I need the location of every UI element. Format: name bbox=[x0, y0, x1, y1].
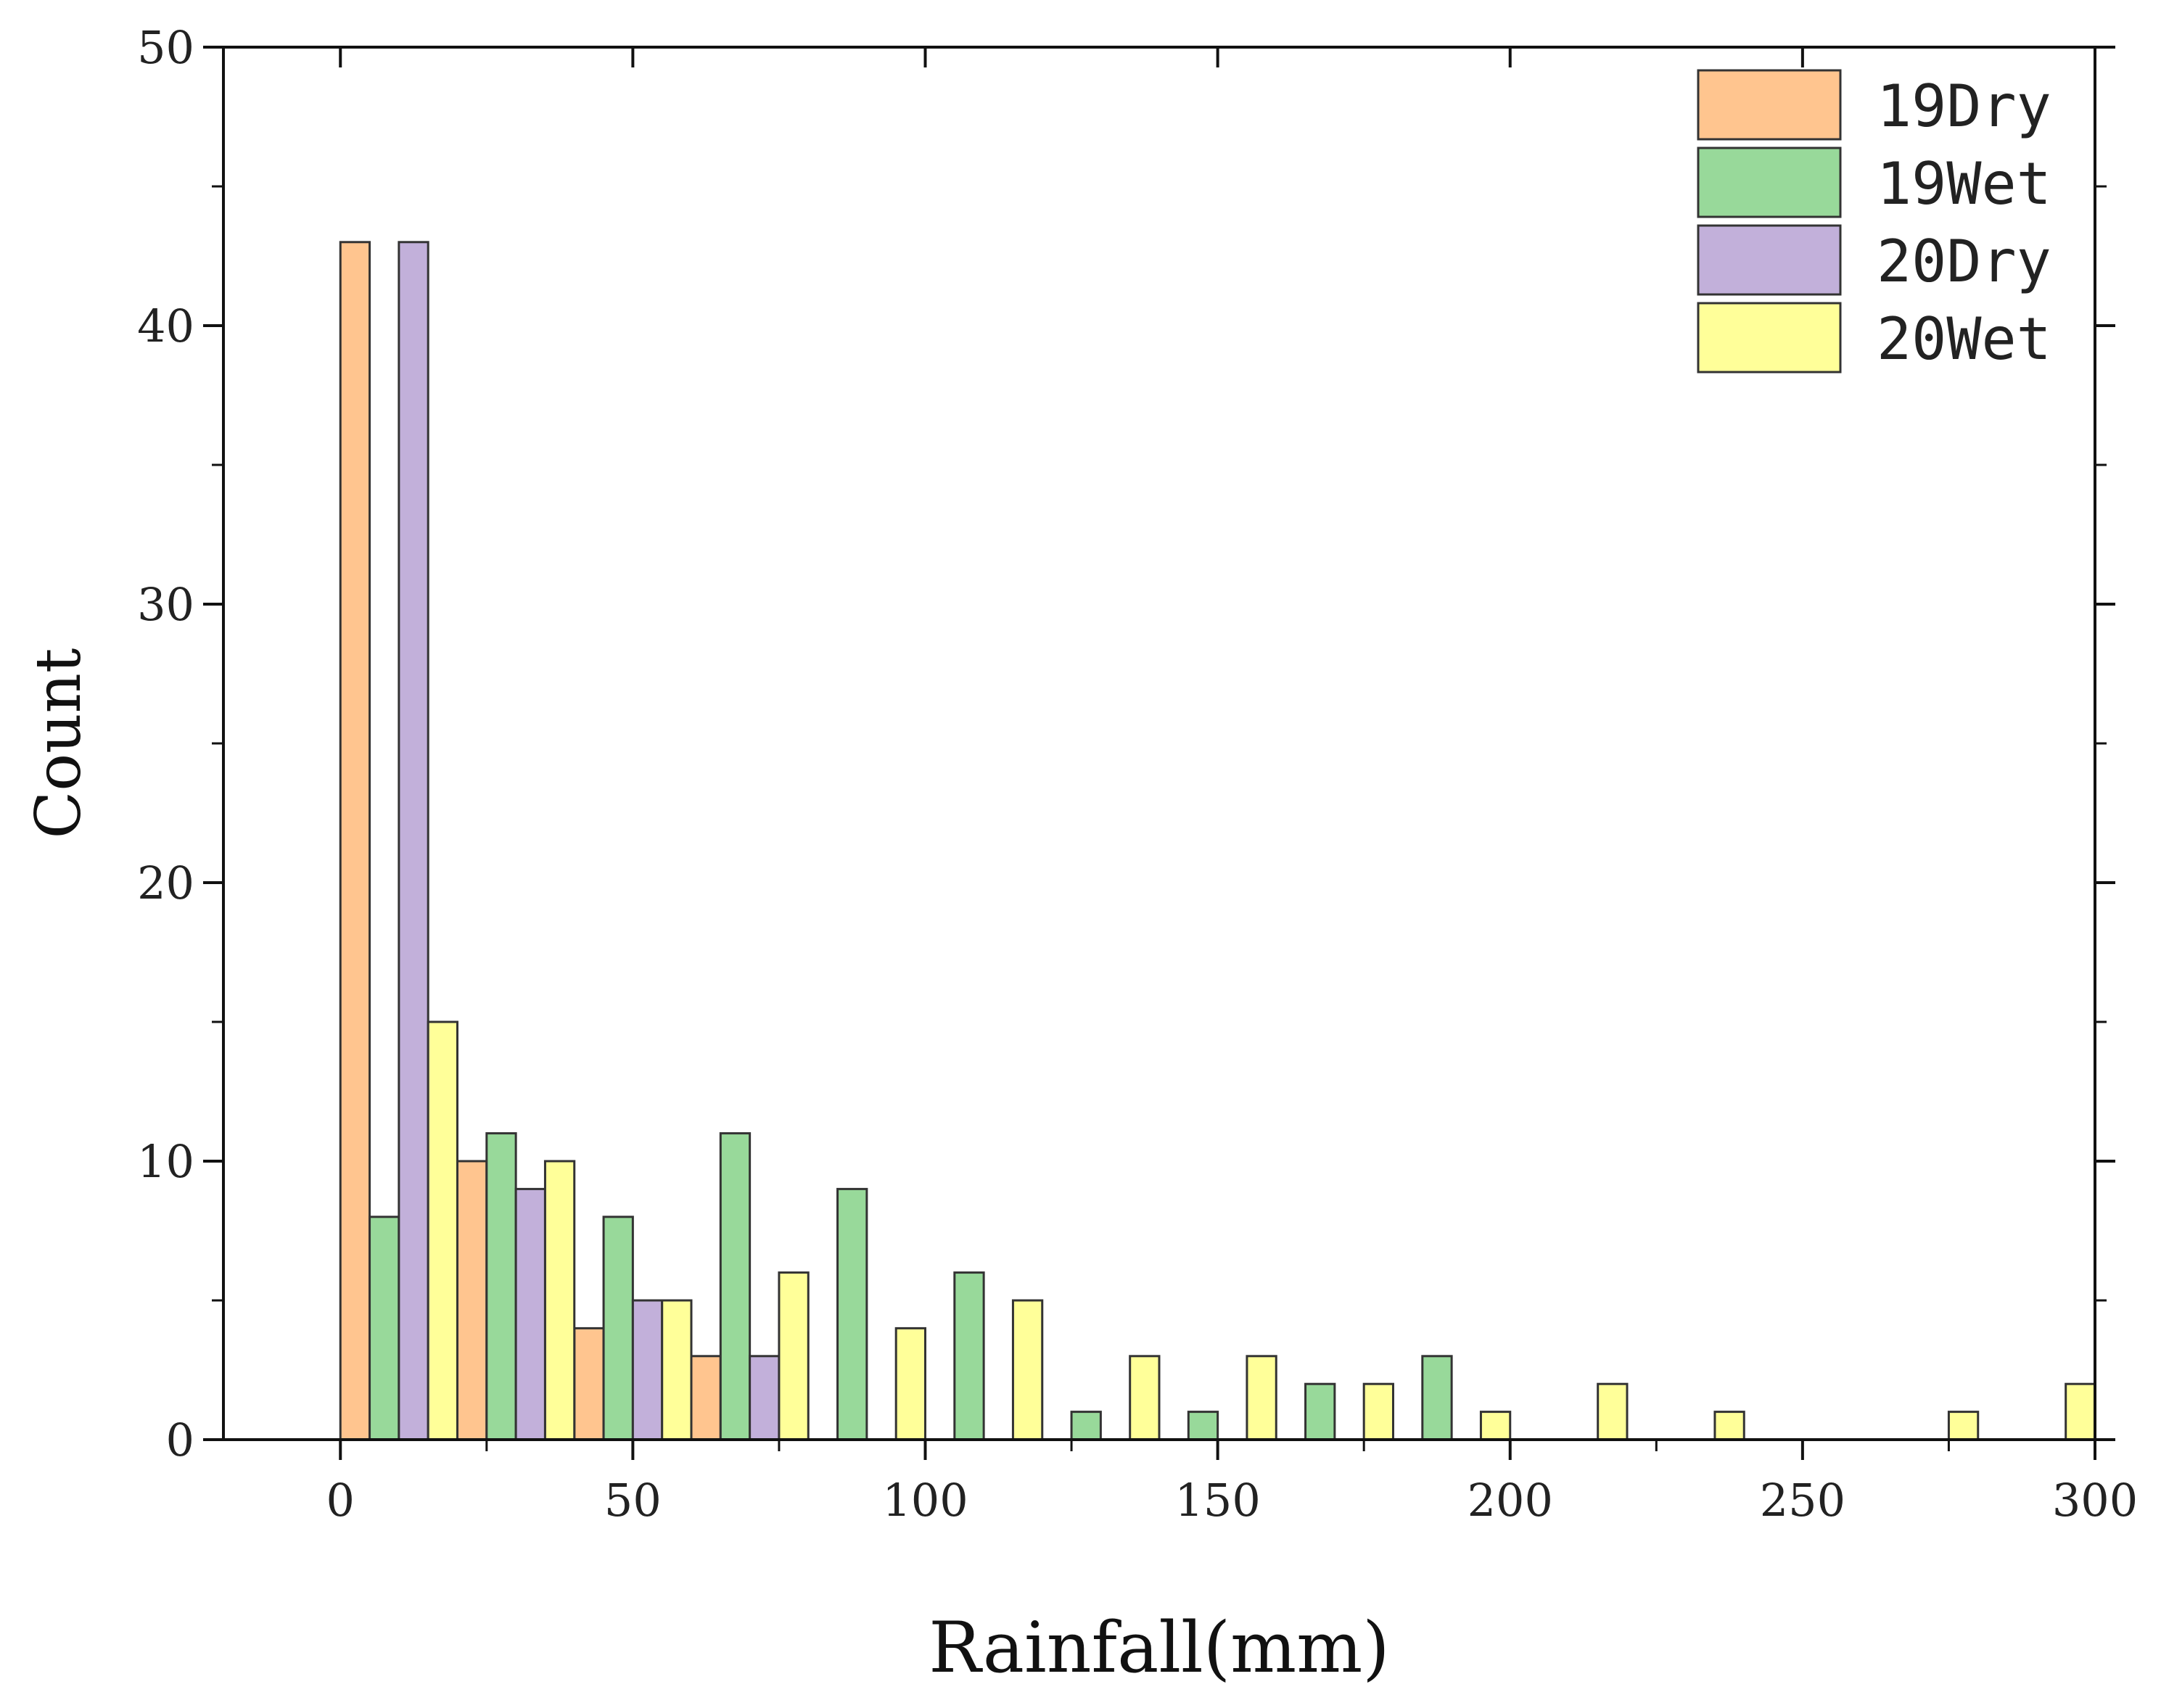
bar-19dry-60 bbox=[690, 1355, 722, 1441]
y-tick-label: 0 bbox=[166, 1414, 194, 1466]
bar-19wet-80 bbox=[836, 1187, 868, 1441]
bar-19dry-20 bbox=[456, 1160, 488, 1441]
legend-label-19wet: 19Wet bbox=[1877, 150, 2051, 218]
bar-19wet-140 bbox=[1187, 1411, 1219, 1441]
y-tick-label: 20 bbox=[137, 857, 194, 909]
bar-20wet-260 bbox=[1947, 1411, 1980, 1441]
x-axis-title: Rainfall(mm) bbox=[929, 1607, 1389, 1688]
x-tick-label: 150 bbox=[1174, 1474, 1260, 1527]
bar-19wet-180 bbox=[1421, 1355, 1453, 1441]
y-tick-label: 10 bbox=[137, 1135, 194, 1188]
bar-19wet-60 bbox=[719, 1132, 752, 1441]
legend: 19Dry 19Wet 20Dry 20Wet bbox=[1697, 69, 2051, 374]
bar-20wet-0 bbox=[427, 1020, 458, 1441]
bar-19wet-160 bbox=[1304, 1382, 1336, 1441]
bar-20dry-20 bbox=[514, 1187, 546, 1441]
bar-19wet-100 bbox=[953, 1271, 985, 1441]
bar-20dry-40 bbox=[631, 1299, 664, 1441]
bars-layer bbox=[339, 241, 2096, 1441]
bar-20wet-80 bbox=[894, 1327, 926, 1441]
bar-20dry-0 bbox=[398, 241, 429, 1441]
bar-19dry-40 bbox=[573, 1327, 605, 1441]
bar-20wet-140 bbox=[1246, 1355, 1277, 1441]
bar-19wet-20 bbox=[485, 1132, 517, 1441]
legend-label-19dry: 19Dry bbox=[1877, 73, 2051, 140]
bar-19dry-0 bbox=[339, 241, 371, 1441]
bar-20wet-200 bbox=[1597, 1382, 1629, 1441]
legend-swatch-19dry bbox=[1697, 69, 1842, 141]
bar-20wet-60 bbox=[778, 1271, 810, 1441]
legend-swatch-20dry bbox=[1697, 224, 1842, 296]
x-tick-label: 250 bbox=[1760, 1474, 1845, 1527]
x-tick-label: 300 bbox=[2052, 1474, 2138, 1527]
bar-20wet-280 bbox=[2065, 1382, 2096, 1441]
bar-19wet-40 bbox=[602, 1216, 634, 1441]
y-tick-label: 40 bbox=[137, 300, 194, 352]
bar-20wet-20 bbox=[543, 1160, 576, 1441]
x-tick-label: 0 bbox=[326, 1474, 355, 1527]
bar-19wet-120 bbox=[1070, 1411, 1102, 1441]
legend-swatch-20wet bbox=[1697, 302, 1842, 374]
y-axis-title: Count bbox=[22, 648, 95, 839]
x-tick-label: 100 bbox=[882, 1474, 968, 1527]
bar-20wet-180 bbox=[1479, 1411, 1512, 1441]
bar-20wet-160 bbox=[1362, 1382, 1394, 1441]
legend-label-20wet: 20Wet bbox=[1877, 305, 2051, 373]
bar-20wet-220 bbox=[1713, 1411, 1745, 1441]
y-tick-label: 50 bbox=[137, 21, 194, 74]
x-tick-label: 200 bbox=[1468, 1474, 1553, 1527]
bar-20wet-40 bbox=[661, 1299, 693, 1441]
bar-19wet-0 bbox=[369, 1216, 400, 1441]
x-tick-label: 50 bbox=[604, 1474, 662, 1527]
bar-20wet-120 bbox=[1129, 1355, 1161, 1441]
ticks-layer bbox=[203, 46, 2115, 1460]
legend-label-20dry: 20Dry bbox=[1877, 228, 2051, 295]
tick-labels-layer: 0 50 100 150 200 250 300 0 10 20 30 40 50 bbox=[137, 21, 2138, 1527]
bar-20wet-100 bbox=[1011, 1299, 1044, 1441]
legend-swatch-19wet bbox=[1697, 147, 1842, 218]
y-tick-label: 30 bbox=[137, 578, 194, 631]
bar-20dry-60 bbox=[749, 1355, 781, 1441]
